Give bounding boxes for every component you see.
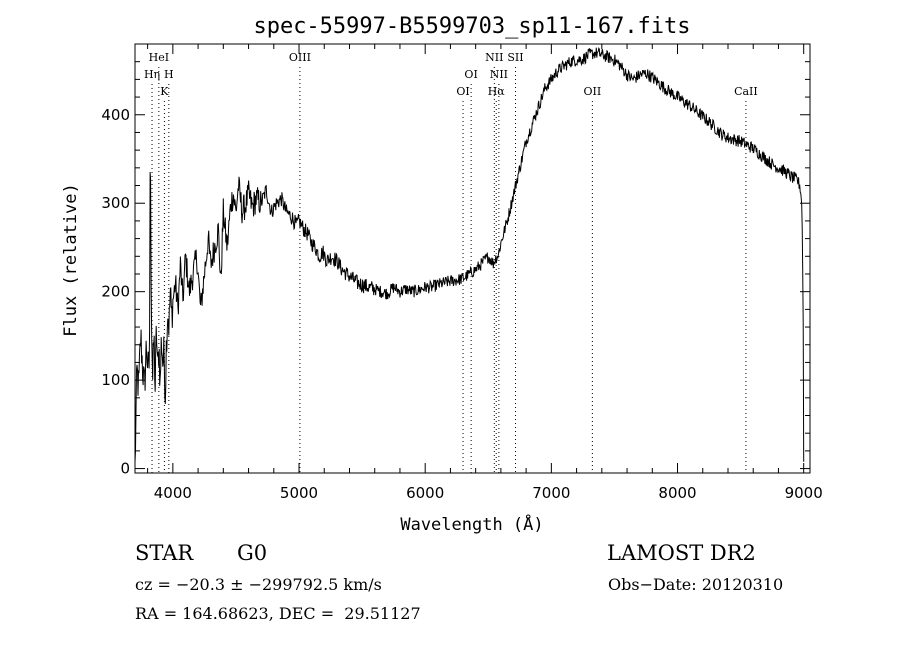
y-axis-label: Flux (relative) — [61, 183, 81, 337]
line-label: H — [164, 68, 174, 81]
plot-frame — [134, 43, 811, 474]
y-tick-label: 200 — [101, 283, 130, 301]
line-label: K — [160, 85, 169, 98]
line-label: SII — [507, 51, 523, 64]
line-label: Hα — [488, 85, 506, 98]
line-label: OI — [456, 85, 469, 98]
line-label: OI — [464, 68, 477, 81]
line-label: NII — [485, 51, 503, 64]
obs-date: Obs−Date: 20120310 — [608, 575, 784, 594]
coordinates: RA = 164.68623, DEC = 29.51127 — [135, 604, 421, 623]
line-label: Hη — [144, 68, 160, 81]
line-label: CaII — [734, 85, 758, 98]
y-tick-label: 0 — [120, 460, 130, 478]
object-class: STAR — [135, 541, 194, 565]
x-tick-label: 8000 — [658, 484, 696, 502]
y-tick-label: 100 — [101, 371, 130, 389]
chart-title: spec-55997-B5599703_sp11-167.fits — [253, 14, 690, 39]
y-tick-label: 400 — [101, 106, 130, 124]
y-tick-label: 300 — [101, 194, 130, 212]
x-axis-label: Wavelength (Å) — [400, 513, 543, 535]
spectrum-line — [134, 47, 805, 463]
x-tick-label: 5000 — [280, 484, 318, 502]
x-tick-label: 4000 — [154, 484, 192, 502]
x-tick-label: 7000 — [532, 484, 570, 502]
line-label: NII — [490, 68, 508, 81]
survey-name: LAMOST DR2 — [607, 541, 756, 565]
line-label: HeI — [149, 51, 169, 64]
x-tick-label: 9000 — [785, 484, 823, 502]
x-tick-label: 6000 — [406, 484, 444, 502]
spectral-subclass: G0 — [237, 541, 268, 565]
redshift-readout: cz = −20.3 ± −299792.5 km/s — [135, 575, 382, 594]
line-label: OII — [584, 85, 602, 98]
line-label: OIII — [289, 51, 311, 64]
